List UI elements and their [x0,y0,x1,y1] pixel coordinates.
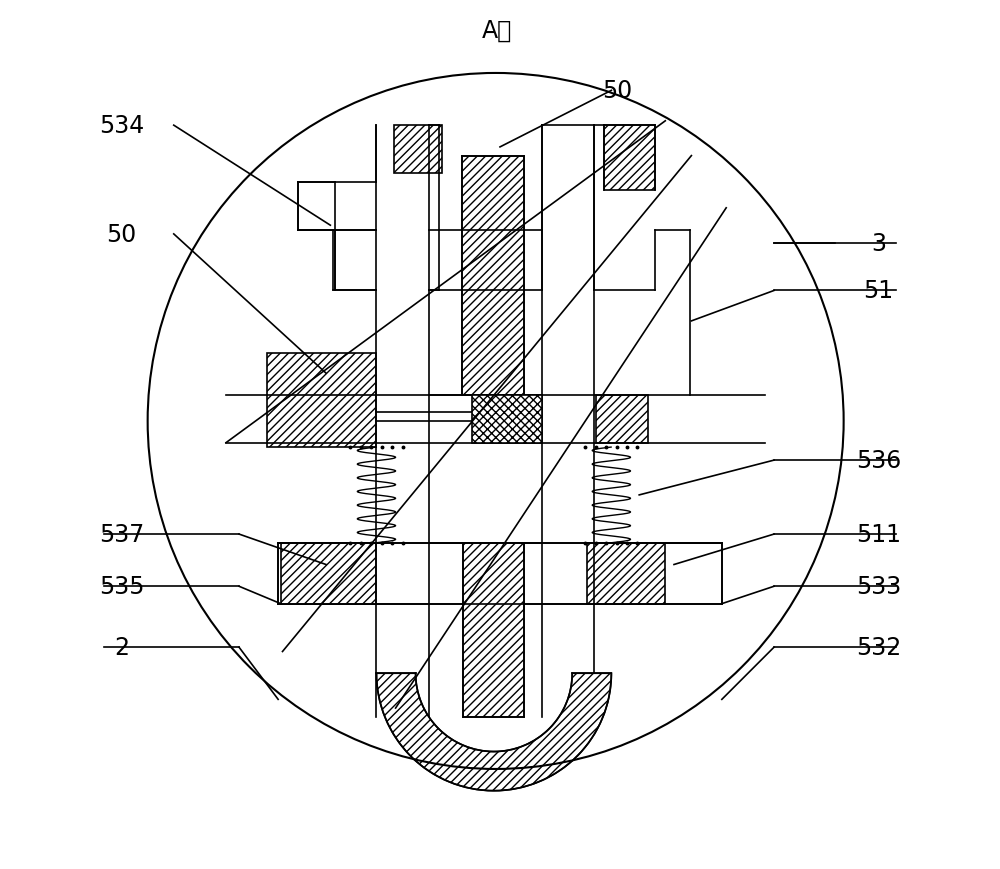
Bar [587,543,665,604]
Text: 2: 2 [114,635,129,660]
Bar [278,543,722,604]
Text: 535: 535 [99,574,144,599]
Text: 537: 537 [99,522,144,547]
Wedge shape [376,673,611,791]
Bar [472,395,542,443]
Bar [463,543,524,717]
Text: 534: 534 [99,114,144,138]
Bar [394,126,442,174]
Text: 50: 50 [602,79,633,103]
Text: A处: A处 [482,18,513,43]
Bar [267,354,376,448]
Text: 51: 51 [863,279,894,303]
Bar [596,395,648,443]
Text: 533: 533 [856,574,901,599]
Bar [604,126,655,191]
Text: 536: 536 [856,448,901,473]
Text: 3: 3 [871,231,886,255]
Text: 50: 50 [106,222,137,247]
Bar [281,543,376,604]
Text: 532: 532 [856,635,901,660]
Text: 511: 511 [856,522,901,547]
Bar [462,156,524,395]
